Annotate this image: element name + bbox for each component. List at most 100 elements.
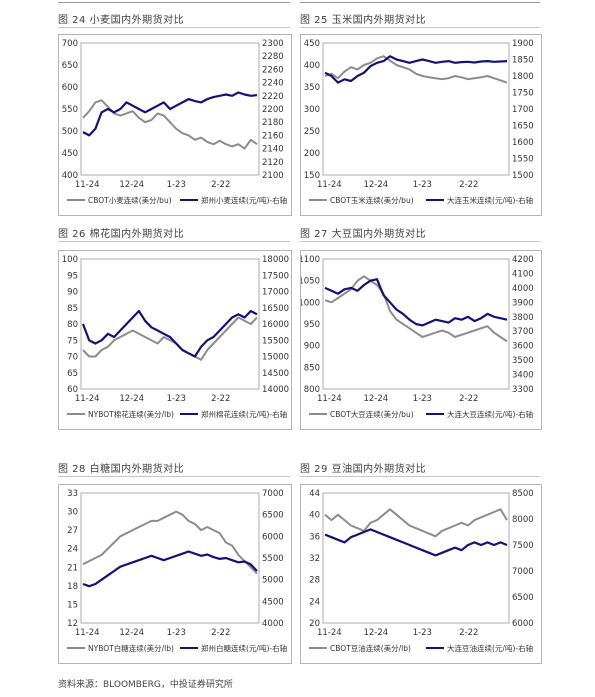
foreign-series-line xyxy=(82,316,258,361)
legend-label: 郑州棉花连续(元/吨)-右轴 xyxy=(201,409,287,419)
y-left-tick-label: 1000 xyxy=(301,298,320,308)
x-tick-label: 11-24 xyxy=(75,180,100,190)
x-tick-label: 2-22 xyxy=(211,394,230,404)
foreign-series-line xyxy=(82,510,258,575)
y-left-tick-label: 12 xyxy=(67,619,78,629)
y-left-tick-label: 850 xyxy=(304,363,320,373)
title-rule xyxy=(58,476,290,477)
chart-title-wheat: 图 24 小麦国内外期货对比 xyxy=(58,15,185,26)
y-right-tick-label: 7000 xyxy=(512,567,534,577)
y-right-tick-label: 6000 xyxy=(512,619,534,629)
cotton-futures-chart: 100 95 90 85 80 75 70 65 60 18000 17500 17000 16500 1… xyxy=(58,250,292,430)
y-left-tick-label: 21 xyxy=(67,563,78,573)
y-right-tick-label: 4000 xyxy=(512,284,534,294)
x-tick-label: 12-24 xyxy=(119,394,144,404)
domestic-series-line xyxy=(82,550,258,588)
y-left-tick-label: 32 xyxy=(309,554,320,564)
plot-frame xyxy=(80,492,260,624)
legend-label: 大连豆油连续(元/吨)-右轴 xyxy=(447,643,533,653)
y-left-tick-label: 200 xyxy=(304,149,320,159)
y-left-tick-label: 150 xyxy=(304,171,320,181)
y-right-tick-label: 8500 xyxy=(512,489,534,499)
chart-svg: 100 95 90 85 80 75 70 65 60 18000 17500 17000 16500 1… xyxy=(62,255,289,419)
y-right-tick-label: 4000 xyxy=(262,619,284,629)
title-rule xyxy=(58,241,290,242)
y-right-tick-label: 15000 xyxy=(262,353,289,363)
y-right-tick-label: 2120 xyxy=(262,158,284,168)
domestic-series-line xyxy=(324,278,508,327)
legend-label: NYBOT棉花连续(美分/lb) xyxy=(88,409,174,419)
y-left-tick-label: 300 xyxy=(304,105,320,115)
y-left-tick-label: 700 xyxy=(62,39,78,49)
domestic-series-line xyxy=(81,309,258,358)
y-right-tick-label: 1700 xyxy=(512,105,534,115)
legend-label: 大连玉米连续(元/吨)-右轴 xyxy=(447,195,533,205)
y-right-tick-label: 6500 xyxy=(512,593,534,603)
title-rule xyxy=(300,476,540,477)
y-right-tick-label: 16000 xyxy=(262,320,289,330)
x-tick-label: 11-24 xyxy=(317,394,342,404)
y-left-tick-label: 24 xyxy=(67,545,78,555)
y-left-tick-label: 450 xyxy=(62,149,78,159)
legend-label: 郑州白糖连续(元/吨)-右轴 xyxy=(201,643,287,653)
x-tick-label: 2-22 xyxy=(459,394,478,404)
y-right-tick-label: 3400 xyxy=(512,371,534,381)
y-right-tick-label: 5000 xyxy=(262,576,284,586)
y-left-tick-label: 85 xyxy=(67,304,78,314)
y-right-tick-label: 2280 xyxy=(262,52,284,62)
foreign-series-line xyxy=(324,508,508,538)
y-right-tick-label: 3800 xyxy=(512,313,534,323)
x-tick-label: 11-24 xyxy=(75,394,100,404)
soyoil-futures-chart: 44 40 36 32 28 24 20 8500 8000 7500 7000 6500 6000 11… xyxy=(300,484,542,664)
y-left-tick-label: 60 xyxy=(67,385,78,395)
y-right-tick-label: 4100 xyxy=(512,269,534,279)
corn-futures-chart: 450 400 350 300 250 200 150 1900 1850 1800 1750 170… xyxy=(300,34,542,216)
sugar-futures-chart: 33 30 27 24 21 18 15 12 7000 6500 6000 5500 5000 4500… xyxy=(58,484,292,664)
source-note: 资料来源：BLOOMBERG，中投证券研究所 xyxy=(58,680,233,690)
legend-label: CBOT豆油连续(美分/lb) xyxy=(330,643,411,653)
y-left-tick-label: 40 xyxy=(309,511,320,521)
y-right-tick-label: 3600 xyxy=(512,342,534,352)
y-right-tick-label: 4500 xyxy=(262,597,284,607)
y-right-tick-label: 2100 xyxy=(262,171,284,181)
wheat-futures-chart: 700 650 600 550 500 450 400 2300 2280 2260 2240 222… xyxy=(58,34,292,216)
y-right-tick-label: 3700 xyxy=(512,327,534,337)
y-left-tick-label: 400 xyxy=(304,61,320,71)
plot-frame xyxy=(322,42,510,176)
plot-frame xyxy=(80,258,260,390)
y-right-tick-label: 2160 xyxy=(262,131,284,141)
y-left-tick-label: 20 xyxy=(309,619,320,629)
y-left-tick-label: 15 xyxy=(67,600,78,610)
y-right-tick-label: 5500 xyxy=(262,554,284,564)
plot-frame xyxy=(322,492,510,624)
title-rule xyxy=(300,27,540,28)
y-left-tick-label: 250 xyxy=(304,127,320,137)
legend-label: 大连大豆连续(元/吨)-右轴 xyxy=(447,409,533,419)
domestic-series-line xyxy=(82,91,258,137)
y-left-tick-label: 44 xyxy=(309,489,320,499)
foreign-series-line xyxy=(324,275,508,343)
chart-svg: 33 30 27 24 21 18 15 12 7000 6500 6000 5500 5000 4500… xyxy=(67,489,287,653)
title-rule xyxy=(58,27,290,28)
title-rule xyxy=(300,241,540,242)
y-left-tick-label: 950 xyxy=(304,320,320,330)
y-left-tick-label: 900 xyxy=(304,342,320,352)
y-right-tick-label: 7500 xyxy=(512,541,534,551)
y-left-tick-label: 75 xyxy=(67,336,78,346)
y-right-tick-label: 2240 xyxy=(262,79,284,89)
chart-svg: 44 40 36 32 28 24 20 8500 8000 7500 7000 6500 6000 11… xyxy=(309,489,534,653)
chart-svg: 700 650 600 550 500 450 400 2300 2280 2260 2240 222… xyxy=(62,39,287,205)
y-left-tick-label: 80 xyxy=(67,320,78,330)
y-right-tick-label: 18000 xyxy=(262,255,289,265)
chart-title-cotton: 图 26 棉花国内外期货对比 xyxy=(58,229,185,240)
y-left-tick-label: 36 xyxy=(309,532,320,542)
y-right-tick-label: 6500 xyxy=(262,511,284,521)
y-right-tick-label: 2200 xyxy=(262,105,284,115)
x-tick-label: 2-22 xyxy=(211,180,230,190)
y-left-tick-label: 450 xyxy=(304,39,320,49)
y-right-tick-label: 2180 xyxy=(262,118,284,128)
y-right-tick-label: 2140 xyxy=(262,145,284,155)
x-tick-label: 1-23 xyxy=(167,628,186,638)
y-left-tick-label: 30 xyxy=(67,508,78,518)
y-left-tick-label: 18 xyxy=(67,582,78,592)
